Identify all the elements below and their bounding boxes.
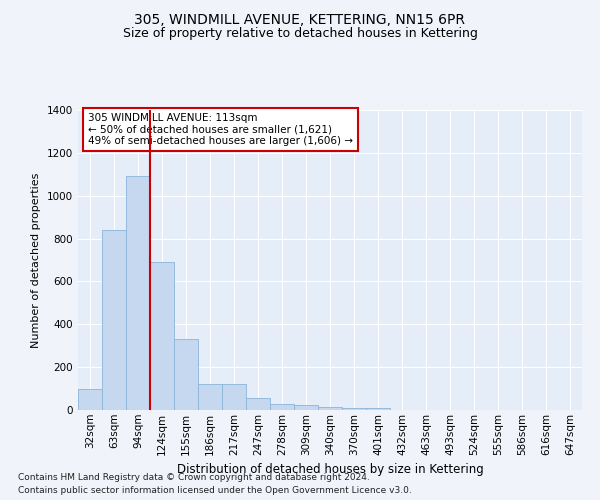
Bar	[366, 408, 390, 410]
Bar	[174, 340, 198, 410]
Text: Contains HM Land Registry data © Crown copyright and database right 2024.: Contains HM Land Registry data © Crown c…	[18, 474, 370, 482]
X-axis label: Distribution of detached houses by size in Kettering: Distribution of detached houses by size …	[176, 463, 484, 476]
Text: 305 WINDMILL AVENUE: 113sqm
← 50% of detached houses are smaller (1,621)
49% of : 305 WINDMILL AVENUE: 113sqm ← 50% of det…	[88, 113, 353, 146]
Bar	[198, 384, 222, 410]
Bar	[342, 408, 366, 410]
Y-axis label: Number of detached properties: Number of detached properties	[31, 172, 41, 348]
Bar	[294, 406, 318, 410]
Bar	[150, 262, 174, 410]
Bar	[270, 404, 294, 410]
Bar	[222, 384, 246, 410]
Bar	[102, 230, 126, 410]
Bar	[78, 388, 102, 410]
Bar	[318, 407, 342, 410]
Bar	[246, 398, 270, 410]
Bar	[126, 176, 150, 410]
Text: 305, WINDMILL AVENUE, KETTERING, NN15 6PR: 305, WINDMILL AVENUE, KETTERING, NN15 6P…	[134, 12, 466, 26]
Text: Contains public sector information licensed under the Open Government Licence v3: Contains public sector information licen…	[18, 486, 412, 495]
Text: Size of property relative to detached houses in Kettering: Size of property relative to detached ho…	[122, 28, 478, 40]
